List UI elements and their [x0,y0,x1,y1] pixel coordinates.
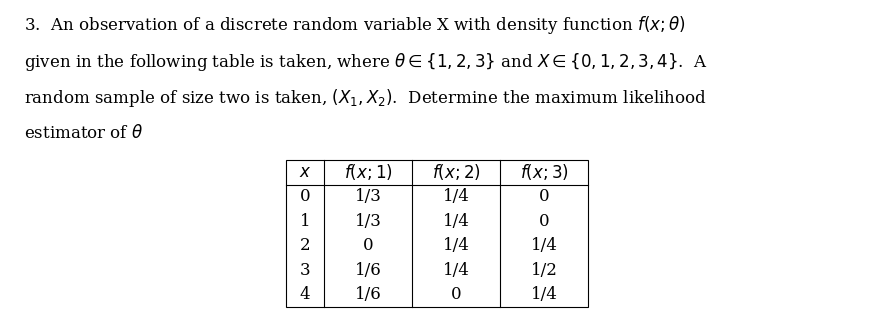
Text: 3: 3 [300,262,310,279]
Text: $f(x;2)$: $f(x;2)$ [432,162,481,182]
Text: 0: 0 [363,237,373,254]
Text: 4: 4 [300,286,310,303]
Text: random sample of size two is taken, $(X_1, X_2)$.  Determine the maximum likelih: random sample of size two is taken, $(X_… [24,87,707,109]
Text: 0: 0 [300,188,310,205]
Text: 1/3: 1/3 [355,188,381,205]
Text: 1/6: 1/6 [355,286,381,303]
Text: 1/2: 1/2 [531,262,558,279]
Text: $x$: $x$ [299,164,311,181]
Text: 1/4: 1/4 [442,262,469,279]
Text: 1/3: 1/3 [355,213,381,230]
Text: 1: 1 [300,213,310,230]
Text: 3.  An observation of a discrete random variable X with density function $f(x;\t: 3. An observation of a discrete random v… [24,14,686,36]
Text: estimator of $\theta$: estimator of $\theta$ [24,124,143,141]
Text: 2: 2 [300,237,310,254]
Text: 1/4: 1/4 [442,188,469,205]
Text: $f(x;1)$: $f(x;1)$ [343,162,392,182]
Text: 0: 0 [538,188,550,205]
Text: 1/4: 1/4 [531,286,558,303]
Text: 0: 0 [538,213,550,230]
Text: 1/4: 1/4 [442,213,469,230]
Text: 1/6: 1/6 [355,262,381,279]
Text: $f(x;3)$: $f(x;3)$ [520,162,568,182]
Text: 1/4: 1/4 [531,237,558,254]
Text: 1/4: 1/4 [442,237,469,254]
Text: given in the following table is taken, where $\theta \in \{1,2,3\}$ and $X \in \: given in the following table is taken, w… [24,51,708,72]
Text: 0: 0 [451,286,461,303]
Bar [286,160,588,307]
